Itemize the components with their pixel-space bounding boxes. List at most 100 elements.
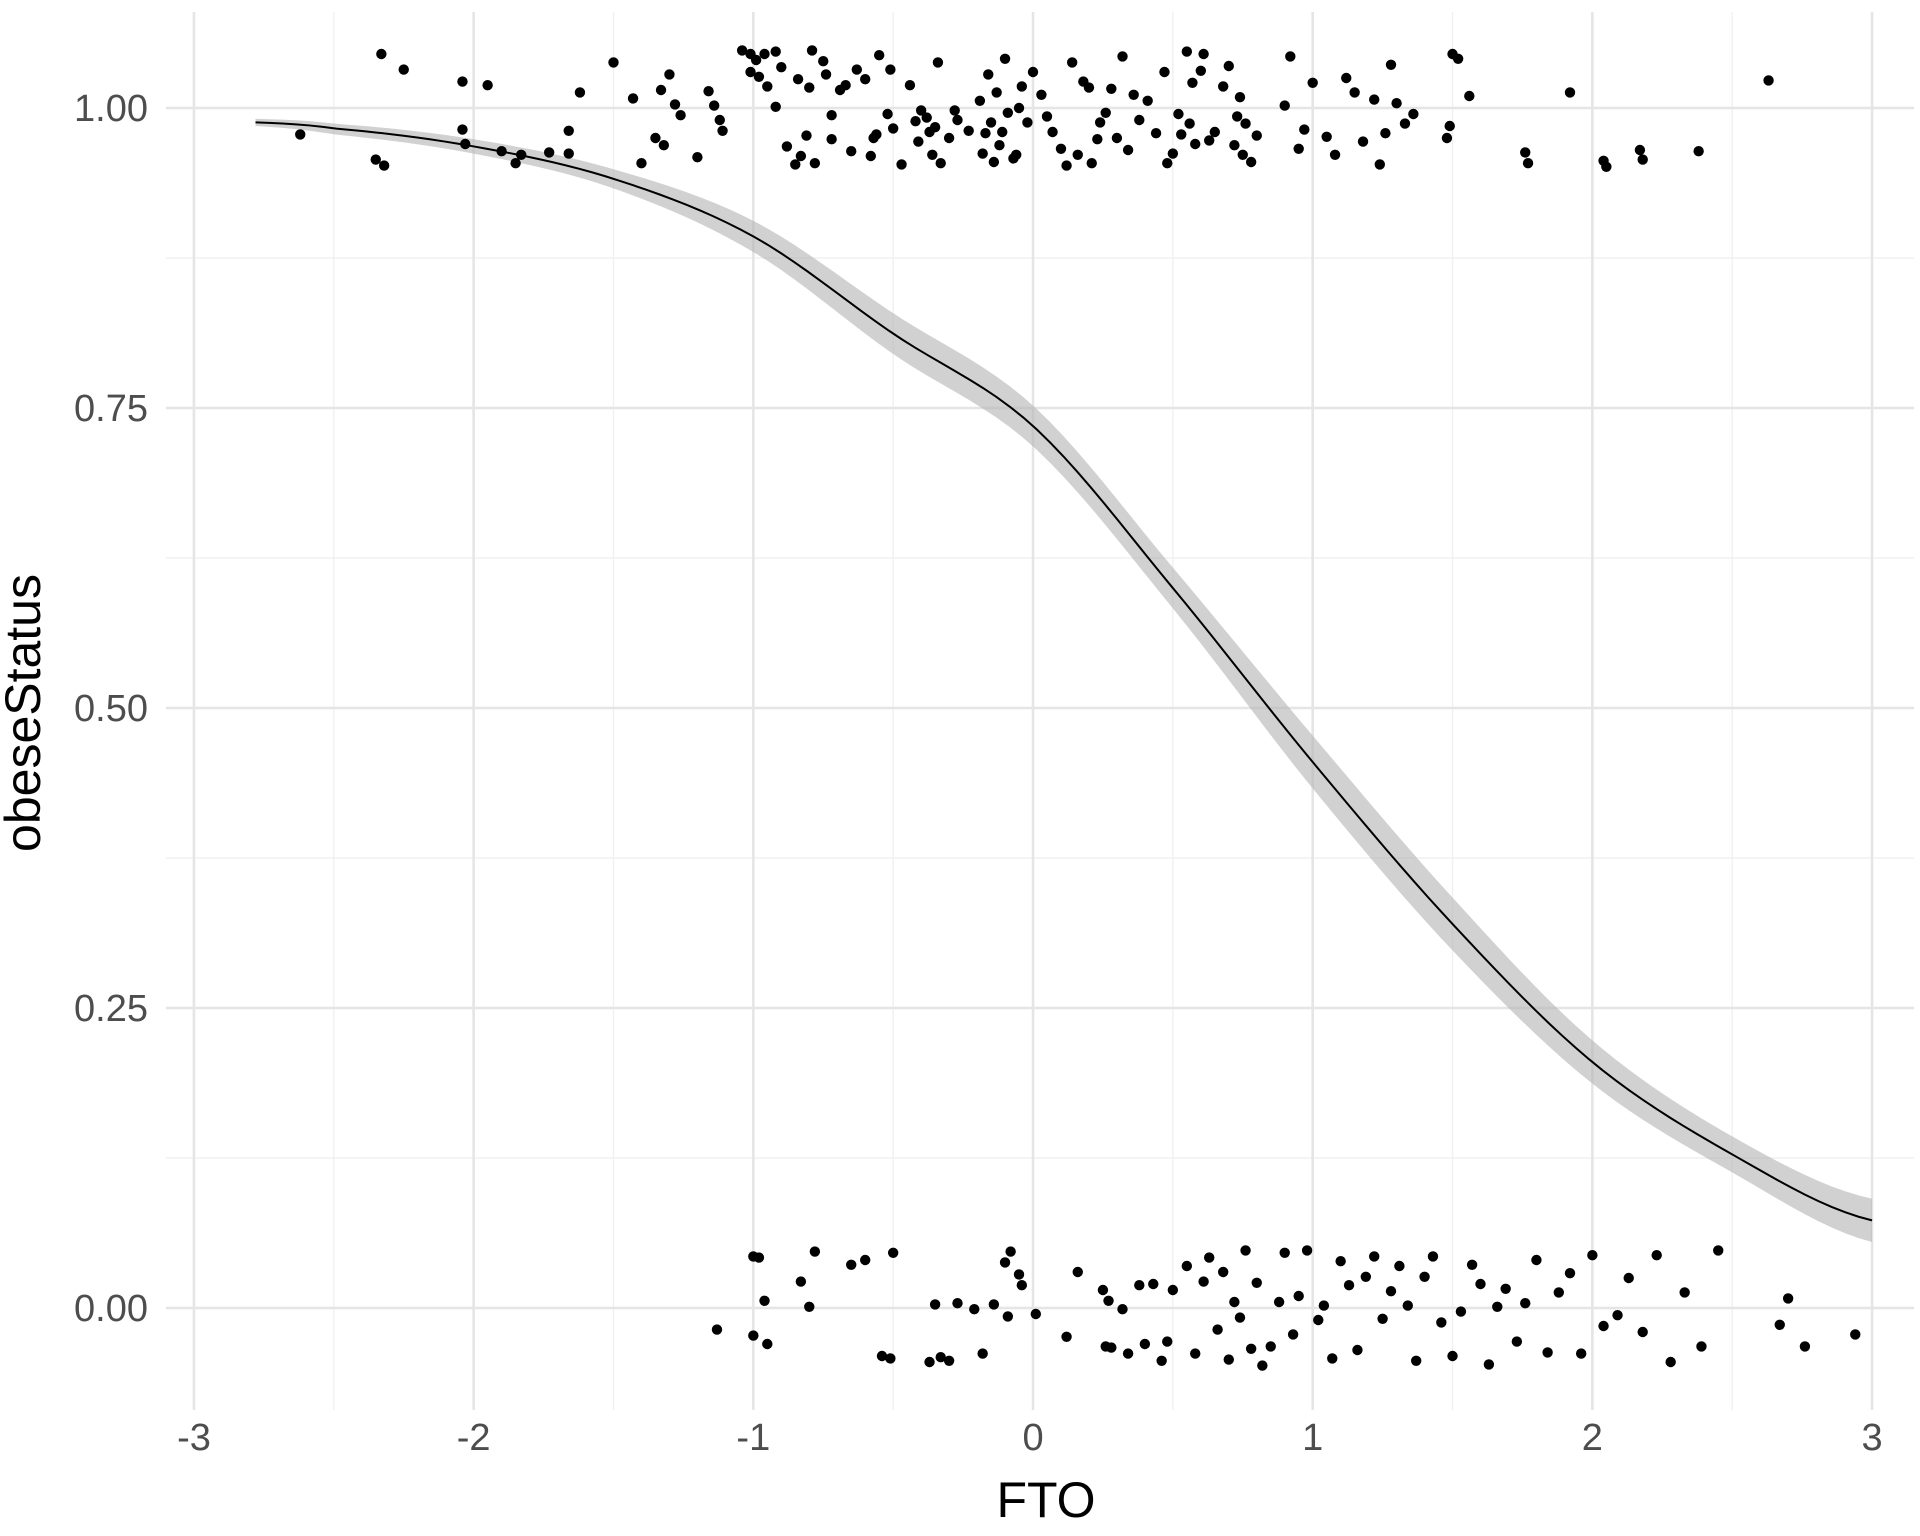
confidence-ribbon-layer: [255, 118, 1873, 1242]
data-point-obese: [910, 116, 921, 127]
data-point-not-obese: [1190, 1348, 1201, 1359]
data-point-not-obese: [1360, 1271, 1372, 1283]
data-point-not-obese: [1318, 1300, 1330, 1311]
y-tick-label: 1.00: [74, 88, 148, 130]
data-point-not-obese: [1106, 1342, 1117, 1353]
data-point-obese: [792, 74, 804, 85]
y-axis-ticks: 0.00 0.25 0.50 0.75 1.00: [74, 88, 148, 1330]
y-axis-title: obeseStatus: [0, 574, 51, 852]
data-point-not-obese: [1575, 1348, 1587, 1359]
data-point-not-obese: [1369, 1251, 1380, 1262]
x-axis-title: FTO: [996, 1472, 1095, 1528]
data-point-not-obese: [1782, 1293, 1794, 1304]
data-point-obese: [1564, 87, 1576, 98]
data-point-obese: [781, 141, 793, 152]
data-point-obese: [1094, 117, 1106, 128]
data-point-not-obese: [1245, 1343, 1257, 1355]
x-axis-ticks: -3 -2 -1 0 1 2 3: [177, 1417, 1883, 1459]
data-point-obese: [1223, 60, 1234, 72]
data-point-not-obese: [1234, 1312, 1246, 1323]
data-point-not-obese: [1410, 1355, 1422, 1367]
data-point-obese: [882, 108, 893, 120]
y-tick-label: 0.50: [74, 688, 148, 730]
x-tick-label: -1: [736, 1417, 770, 1459]
data-point-obese: [804, 82, 815, 93]
data-point-obese: [1763, 75, 1774, 86]
data-point-obese: [650, 132, 661, 144]
data-point-obese: [627, 93, 639, 104]
data-point-obese: [1399, 118, 1411, 129]
data-point-obese: [675, 110, 686, 121]
data-point-not-obese: [1072, 1266, 1083, 1278]
data-point-obese: [1128, 89, 1139, 101]
data-point-not-obese: [1799, 1341, 1811, 1352]
data-point-obese: [927, 149, 938, 160]
data-point-not-obese: [1612, 1310, 1623, 1321]
data-point-not-obese: [1352, 1344, 1363, 1356]
data-point-obese: [770, 101, 781, 113]
data-point-obese: [1195, 65, 1207, 77]
data-point-obese: [750, 54, 762, 66]
data-point-not-obese: [1293, 1290, 1304, 1302]
data-point-obese: [896, 159, 907, 170]
data-point-obese: [1329, 149, 1341, 160]
data-point-not-obese: [1148, 1278, 1159, 1290]
data-point-not-obese: [1483, 1359, 1495, 1370]
data-point-obese: [510, 158, 521, 169]
data-point-not-obese: [1564, 1268, 1576, 1279]
data-point-obese: [1187, 77, 1198, 89]
data-point-not-obese: [952, 1298, 963, 1309]
data-point-obese: [1190, 138, 1201, 150]
data-point-obese: [1066, 57, 1078, 68]
data-point-not-obese: [1265, 1341, 1276, 1352]
data-point-obese: [1240, 118, 1251, 129]
data-point-obese: [963, 125, 974, 136]
data-point-obese: [1111, 132, 1123, 144]
data-point-obese: [985, 117, 997, 128]
data-point-obese: [871, 129, 882, 140]
data-point-obese: [865, 150, 876, 162]
data-point-obese: [997, 126, 1008, 138]
data-point-obese: [932, 57, 944, 68]
data-point-obese: [398, 64, 409, 75]
data-point-obese: [1522, 158, 1534, 169]
x-tick-label: 3: [1861, 1417, 1882, 1459]
data-point-obese: [295, 129, 306, 140]
data-point-not-obese: [1679, 1287, 1690, 1298]
data-point-obese: [370, 154, 381, 165]
data-point-not-obese: [1587, 1250, 1598, 1261]
data-point-obese: [1380, 128, 1391, 139]
data-point-obese: [1601, 161, 1612, 172]
data-point-obese: [563, 148, 574, 159]
data-point-obese: [1061, 160, 1072, 171]
data-point-obese: [1117, 51, 1128, 62]
x-tick-label: -3: [177, 1417, 211, 1459]
data-point-obese: [1293, 143, 1304, 154]
data-point-obese: [943, 132, 955, 144]
data-point-obese: [1092, 134, 1103, 145]
data-point-not-obese: [1240, 1245, 1251, 1256]
data-point-not-obese: [1279, 1247, 1290, 1259]
data-point-obese: [1408, 108, 1419, 120]
data-point-obese: [1321, 131, 1332, 142]
data-point-obese: [806, 45, 818, 56]
data-point-obese: [1307, 77, 1318, 89]
minor-grid: [166, 12, 1914, 1410]
data-point-obese: [1055, 143, 1067, 154]
data-point-obese: [921, 112, 932, 123]
data-point-obese: [977, 148, 988, 159]
data-point-obese: [1349, 87, 1360, 98]
data-point-not-obese: [1103, 1295, 1114, 1307]
data-point-not-obese: [1016, 1280, 1028, 1291]
data-point-not-obese: [1774, 1319, 1785, 1331]
data-point-not-obese: [929, 1299, 941, 1310]
data-point-obese: [929, 122, 941, 133]
data-point-obese: [460, 138, 471, 150]
data-point-obese: [1385, 59, 1397, 70]
data-point-not-obese: [1500, 1283, 1511, 1295]
data-point-obese: [952, 114, 963, 126]
data-point-obese: [999, 53, 1011, 64]
data-point-not-obese: [1223, 1354, 1234, 1365]
data-point-not-obese: [1542, 1347, 1553, 1358]
data-point-not-obese: [1273, 1296, 1285, 1308]
